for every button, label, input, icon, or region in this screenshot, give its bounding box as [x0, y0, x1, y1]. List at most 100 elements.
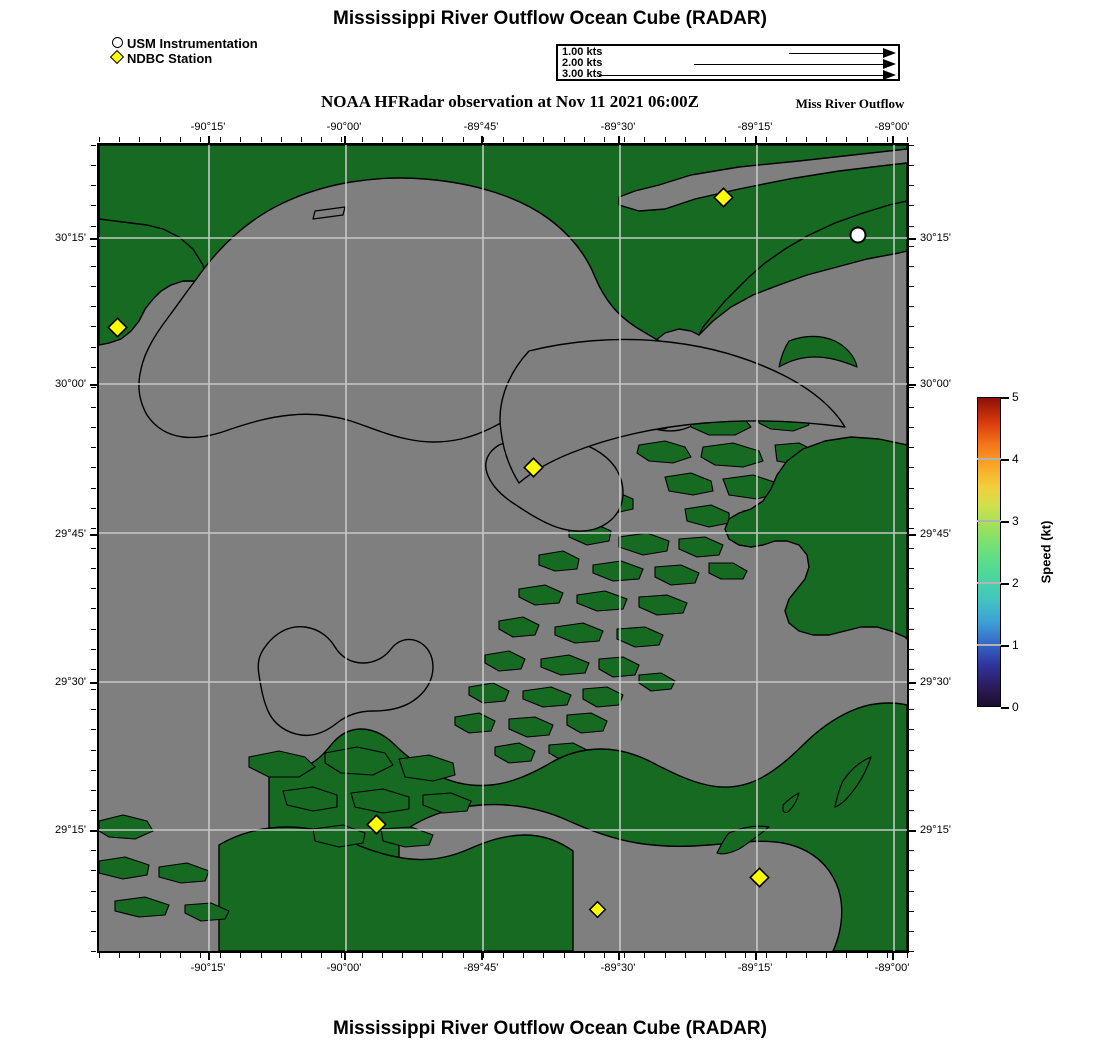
ndbc-station-lake-pontchartrain-west[interactable]	[107, 317, 128, 338]
major-tick	[909, 384, 916, 386]
y-axis-tick-label: 30°00'	[920, 378, 951, 390]
ndbc-station-bay-st-louis[interactable]	[523, 457, 544, 478]
land-polygons	[99, 145, 907, 951]
ndbc-station-biloxi[interactable]	[713, 187, 734, 208]
minor-tick	[765, 137, 767, 142]
minor-tick	[91, 487, 96, 489]
minor-tick	[907, 137, 908, 142]
minor-tick	[91, 165, 96, 167]
y-axis-tick-label: 29°45'	[55, 528, 86, 540]
minor-tick	[624, 137, 626, 142]
minor-tick	[119, 137, 121, 142]
major-tick	[344, 136, 346, 143]
minor-tick	[909, 467, 914, 469]
ndbc-station-delta-south[interactable]	[588, 900, 607, 919]
major-tick	[909, 682, 916, 684]
minor-tick	[91, 689, 96, 691]
ndbc-station-delta-east[interactable]	[749, 867, 770, 888]
axis-ticks-right	[909, 143, 916, 953]
minor-tick	[91, 870, 96, 872]
vector-scale-row-3: 3.00 kts	[558, 69, 898, 81]
minor-tick	[909, 930, 914, 932]
colorbar-tick	[1001, 583, 1009, 585]
minor-tick	[159, 953, 161, 958]
vector-scale-label-2: 2.00 kts	[562, 57, 603, 69]
map-canvas[interactable]	[97, 143, 909, 953]
minor-tick	[321, 953, 323, 958]
usm-instrumentation-site[interactable]	[849, 226, 867, 244]
vector-scale-legend: 1.00 kts 2.00 kts 3.00 kts	[556, 44, 900, 81]
colorbar-gridline	[977, 520, 1001, 522]
ndbc-station-grand-isle[interactable]	[366, 814, 387, 835]
colorbar-tick-label: 3	[1012, 514, 1019, 528]
minor-tick	[909, 145, 914, 146]
major-tick	[618, 136, 620, 143]
minor-tick	[91, 447, 96, 449]
minor-tick	[684, 953, 686, 958]
marsh-islands-southwest	[99, 746, 472, 922]
land-chandeleur-arc-tiny	[782, 792, 800, 813]
x-axis-tick-label: -90°00'	[326, 121, 362, 133]
minor-tick	[91, 769, 96, 771]
y-axis-tick-label: 29°30'	[920, 676, 951, 688]
land-far-northwest	[99, 145, 208, 346]
minor-tick	[462, 137, 464, 142]
minor-tick	[909, 628, 914, 630]
legend-label-ndbc: NDBC Station	[127, 51, 213, 66]
minor-tick	[361, 137, 363, 142]
minor-tick	[785, 953, 787, 958]
minor-tick	[909, 265, 914, 267]
minor-tick	[280, 137, 282, 142]
minor-tick	[909, 447, 914, 449]
minor-tick	[91, 910, 96, 912]
colorbar-tick	[1001, 645, 1009, 647]
major-tick	[755, 953, 757, 960]
minor-tick	[644, 137, 646, 142]
minor-tick	[909, 668, 914, 670]
minor-tick	[91, 386, 96, 388]
minor-tick	[909, 346, 914, 348]
minor-tick	[684, 137, 686, 142]
minor-tick	[909, 789, 914, 791]
minor-tick	[99, 137, 100, 142]
major-tick	[90, 534, 97, 536]
major-tick	[90, 682, 97, 684]
minor-tick	[543, 953, 545, 958]
minor-tick	[909, 608, 914, 610]
colorbar-axis-label: Speed (kt)	[1038, 520, 1054, 584]
diamond-marker-icon	[109, 49, 126, 66]
minor-tick	[523, 953, 525, 958]
minor-tick	[91, 789, 96, 791]
colorbar-tick-label: 2	[1012, 576, 1019, 590]
minor-tick	[909, 809, 914, 811]
minor-tick	[91, 145, 96, 146]
minor-tick	[846, 953, 848, 958]
minor-tick	[909, 548, 914, 549]
minor-tick	[909, 487, 914, 489]
y-axis-tick-label: 29°30'	[55, 676, 86, 688]
minor-tick	[91, 527, 96, 529]
minor-tick	[909, 689, 914, 691]
minor-tick	[886, 137, 888, 142]
minor-tick	[644, 953, 646, 958]
minor-tick	[543, 137, 545, 142]
station-markers[interactable]	[107, 187, 867, 919]
colorbar-tick-label: 5	[1012, 390, 1019, 404]
minor-tick	[886, 953, 888, 958]
land-chandeleur-arc-mid	[834, 756, 872, 808]
minor-tick	[806, 137, 807, 142]
minor-tick	[91, 346, 96, 348]
minor-tick	[91, 286, 96, 288]
minor-tick	[179, 953, 181, 958]
x-axis-tick-label: -90°15'	[190, 962, 226, 974]
x-axis-tick-label: -89°45'	[463, 121, 499, 133]
minor-tick	[280, 953, 282, 958]
minor-tick	[563, 953, 565, 958]
major-tick	[755, 136, 757, 143]
vector-scale-row-1: 1.00 kts	[558, 47, 898, 59]
minor-tick	[664, 953, 666, 958]
minor-tick	[909, 205, 914, 207]
major-tick	[208, 136, 210, 143]
minor-tick	[200, 137, 201, 142]
minor-tick	[91, 588, 96, 590]
